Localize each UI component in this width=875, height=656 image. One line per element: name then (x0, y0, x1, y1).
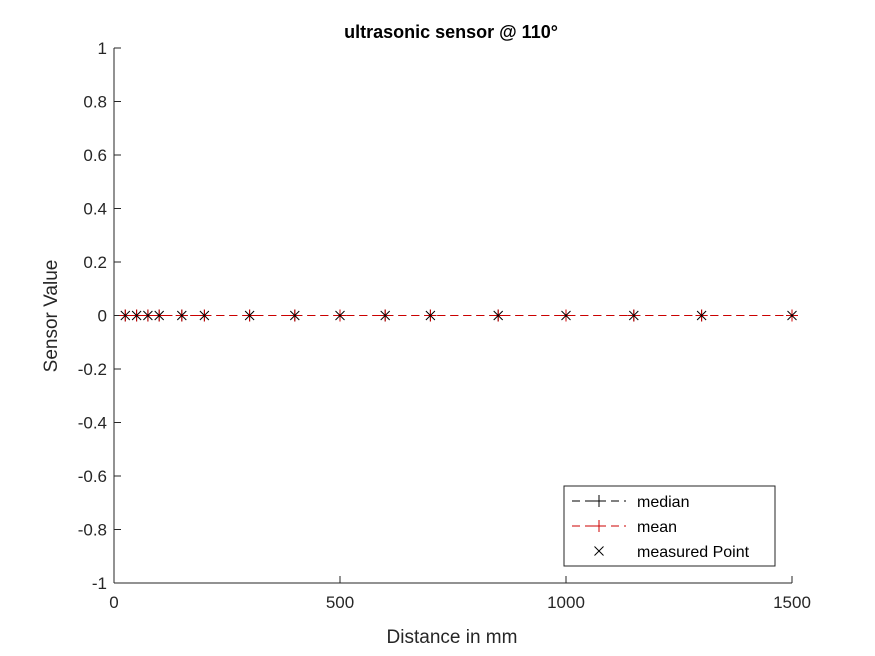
y-tick-label: -0.4 (78, 414, 107, 433)
y-tick-label: 0.2 (83, 253, 107, 272)
data-point (131, 310, 142, 321)
series-measured-point (120, 310, 797, 321)
y-tick-label: 0.8 (83, 93, 107, 112)
data-point (244, 310, 255, 321)
data-point (120, 310, 131, 321)
legend-marker (593, 520, 605, 532)
y-tick-label: -0.2 (78, 360, 107, 379)
chart-title: ultrasonic sensor @ 110° (344, 22, 558, 42)
data-point (335, 310, 345, 321)
data-point (199, 310, 210, 321)
legend-marker (593, 495, 605, 507)
plot-area (119, 309, 798, 322)
legend: median mean measured Point (563, 485, 776, 567)
data-point (787, 310, 797, 321)
legend-label: measured Point (637, 544, 750, 561)
data-point (425, 310, 436, 321)
y-axis-label: Sensor Value (41, 260, 62, 373)
legend-label: median (637, 494, 689, 511)
x-axis-label: Distance in mm (387, 627, 518, 648)
legend-marker (594, 546, 604, 556)
legend-item: measured Point (594, 544, 750, 561)
x-tick-label: 1500 (773, 593, 811, 612)
series-mean (119, 309, 798, 322)
legend-item: median (572, 494, 689, 511)
data-point (696, 310, 707, 321)
y-tick-label: 0.4 (83, 200, 107, 219)
data-point (380, 310, 391, 321)
data-point (289, 310, 300, 321)
axes: 0 500 1000 1500 -1 -0.8 -0.6 -0.4 -0.2 0 0.2 0.4 0.6… (78, 39, 811, 612)
data-point (143, 310, 153, 321)
data-point (628, 310, 639, 321)
data-point (176, 310, 187, 321)
y-tick-label: -1 (92, 574, 107, 593)
legend-label: mean (637, 519, 677, 536)
data-point (561, 310, 571, 321)
x-tick-label: 1000 (547, 593, 585, 612)
legend-item: mean (572, 519, 677, 536)
x-tick-label: 500 (326, 593, 354, 612)
y-tick-label: 1 (98, 39, 107, 58)
y-tick-label: 0 (98, 307, 107, 326)
data-point (154, 310, 165, 321)
y-tick-label: 0.6 (83, 146, 107, 165)
data-point (493, 310, 504, 321)
y-tick-label: -0.8 (78, 521, 107, 540)
y-tick-label: -0.6 (78, 467, 107, 486)
x-tick-label: 0 (109, 593, 118, 612)
